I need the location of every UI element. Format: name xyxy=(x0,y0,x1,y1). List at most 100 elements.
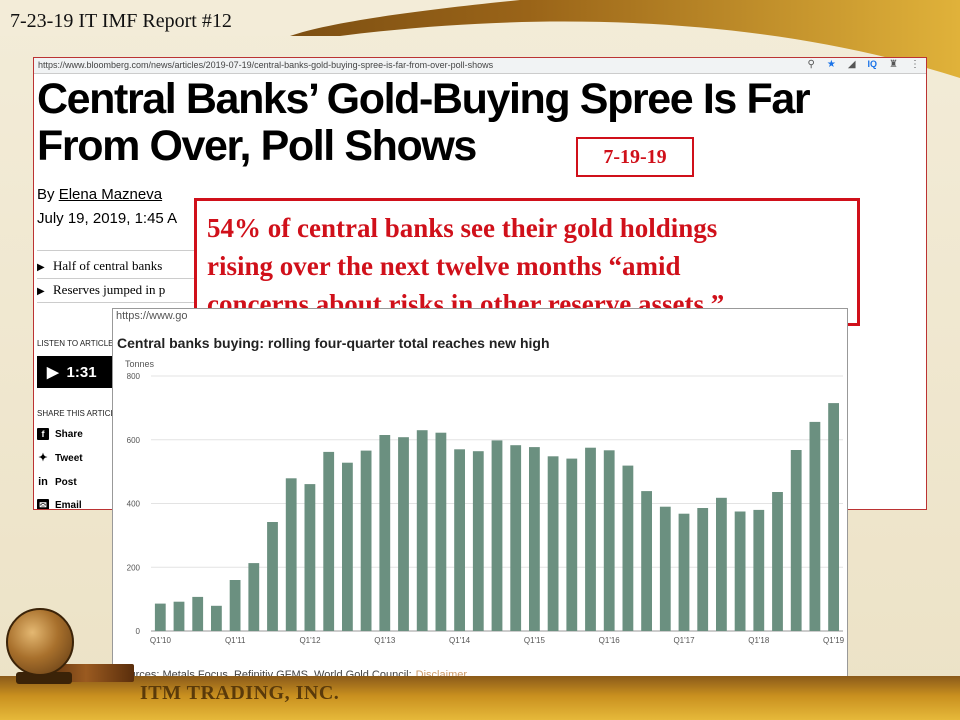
bar[interactable] xyxy=(828,403,839,631)
bar[interactable] xyxy=(435,432,447,631)
footer-brand: ITM TRADING, INC. xyxy=(140,682,340,704)
bar[interactable] xyxy=(603,450,615,631)
listen-label: LISTEN TO ARTICLE xyxy=(37,339,114,348)
iq-extension-icon[interactable]: IQ xyxy=(867,59,878,69)
x-tick-label: Q1'10 xyxy=(150,636,172,645)
headline-line-2: From Over, Poll Shows xyxy=(37,122,477,170)
globe-stand-decoration xyxy=(16,672,72,684)
bar[interactable] xyxy=(379,435,391,631)
x-tick-label: Q1'18 xyxy=(748,636,770,645)
chart-screenshot: https://www.go Central banks buying: rol… xyxy=(112,308,848,686)
bar[interactable] xyxy=(809,421,821,631)
bar[interactable] xyxy=(753,509,765,631)
bar[interactable] xyxy=(211,605,222,631)
bar[interactable] xyxy=(342,462,353,631)
footer-band xyxy=(0,676,960,720)
signal-icon[interactable]: ◢ xyxy=(847,59,856,70)
chart-title: Central banks buying: rolling four-quart… xyxy=(117,335,550,351)
bar[interactable] xyxy=(566,458,578,631)
article-byline: By Elena Mazneva xyxy=(37,186,162,203)
y-tick-label: 600 xyxy=(127,436,141,445)
share-linkedin-button[interactable]: in Post xyxy=(38,476,77,488)
bar[interactable] xyxy=(547,456,559,631)
byline-prefix: By xyxy=(37,186,55,203)
divider xyxy=(37,250,197,251)
extension-icon[interactable]: ♜ xyxy=(889,59,898,70)
quote-callout: 54% of central banks see their gold hold… xyxy=(194,198,860,326)
bar[interactable] xyxy=(697,508,709,631)
date-badge: 7-19-19 xyxy=(576,137,694,177)
divider xyxy=(37,302,197,303)
bar[interactable] xyxy=(285,478,297,631)
divider xyxy=(37,278,197,279)
bar[interactable] xyxy=(622,465,634,631)
zoom-icon[interactable]: ⚲ xyxy=(807,59,815,70)
y-tick-label: 200 xyxy=(127,563,141,572)
bar[interactable] xyxy=(585,447,596,631)
twitter-icon: ✦ xyxy=(38,452,48,464)
x-tick-label: Q1'13 xyxy=(374,636,396,645)
top-swoosh-decoration xyxy=(0,0,960,78)
bar[interactable] xyxy=(173,601,185,631)
share-twitter-button[interactable]: ✦ Tweet xyxy=(38,452,83,464)
play-icon: ▶ xyxy=(47,364,59,381)
bar[interactable] xyxy=(472,451,484,631)
central-bank-gold-chart: https://www.go Central banks buying: rol… xyxy=(116,310,845,681)
bar[interactable] xyxy=(510,445,522,631)
bar[interactable] xyxy=(641,491,652,631)
bookmark-star-icon[interactable]: ★ xyxy=(826,59,836,70)
bar[interactable] xyxy=(454,449,465,631)
article-url: https://www.bloomberg.com/news/articles/… xyxy=(38,60,494,70)
bar[interactable] xyxy=(790,450,802,631)
x-tick-label: Q1'19 xyxy=(823,636,845,645)
bar[interactable] xyxy=(323,451,335,631)
y-axis-label: Tonnes xyxy=(125,359,155,369)
more-menu-icon[interactable]: ⋮ xyxy=(910,59,920,70)
bar[interactable] xyxy=(659,506,671,631)
share-facebook-button[interactable]: f Share xyxy=(37,428,83,440)
browser-toolbar-icons: ⚲ ★ ◢ IQ ♜ ⋮ xyxy=(808,59,920,70)
bar[interactable] xyxy=(716,497,727,631)
article-headline: Central Banks’ Gold-Buying Spree Is Far … xyxy=(37,75,926,170)
facebook-icon: f xyxy=(37,428,49,440)
browser-address-bar[interactable]: https://www.bloomberg.com/news/articles/… xyxy=(34,58,926,74)
bar[interactable] xyxy=(678,513,690,631)
slide-title: 7-23-19 IT IMF Report #12 xyxy=(10,10,232,32)
bar[interactable] xyxy=(416,430,428,631)
bar[interactable] xyxy=(529,447,540,631)
x-tick-label: Q1'11 xyxy=(225,636,246,645)
bar[interactable] xyxy=(772,492,783,631)
share-email-button[interactable]: ✉ Email xyxy=(37,499,82,509)
globe-logo-icon xyxy=(6,608,74,676)
bullet-triangle-icon: ▶ xyxy=(37,286,45,297)
bar[interactable] xyxy=(248,563,260,631)
bar[interactable] xyxy=(491,440,503,631)
bar[interactable] xyxy=(398,437,409,631)
linkedin-icon: in xyxy=(38,476,48,488)
article-date: July 19, 2019, 1:45 A xyxy=(37,210,178,227)
books-decoration xyxy=(54,664,134,682)
y-tick-label: 0 xyxy=(136,627,141,636)
audio-play-button[interactable]: ▶ 1:31 xyxy=(37,356,113,388)
author-link[interactable]: Elena Mazneva xyxy=(58,186,163,203)
bar[interactable] xyxy=(267,522,278,631)
y-tick-label: 400 xyxy=(127,500,141,509)
y-tick-label: 800 xyxy=(127,372,141,381)
bar[interactable] xyxy=(192,596,204,631)
bar[interactable] xyxy=(229,580,241,631)
bullet-1: ▶ Half of central banks xyxy=(37,258,163,273)
callout-line-1: 54% of central banks see their gold hold… xyxy=(207,213,718,243)
bar[interactable] xyxy=(154,603,166,631)
share-label: SHARE THIS ARTICLE xyxy=(37,409,121,418)
email-icon: ✉ xyxy=(37,499,49,509)
bar[interactable] xyxy=(304,484,316,631)
x-tick-label: Q1'16 xyxy=(599,636,621,645)
chart-url: https://www.go xyxy=(116,310,188,322)
audio-duration: 1:31 xyxy=(66,363,97,381)
x-tick-label: Q1'12 xyxy=(299,636,321,645)
x-tick-label: Q1'14 xyxy=(449,636,471,645)
headline-line-1: Central Banks’ Gold-Buying Spree Is Far xyxy=(37,75,811,123)
callout-line-2: rising over the next twelve months “amid xyxy=(207,251,681,281)
bar[interactable] xyxy=(734,511,746,632)
bar[interactable] xyxy=(360,450,372,631)
